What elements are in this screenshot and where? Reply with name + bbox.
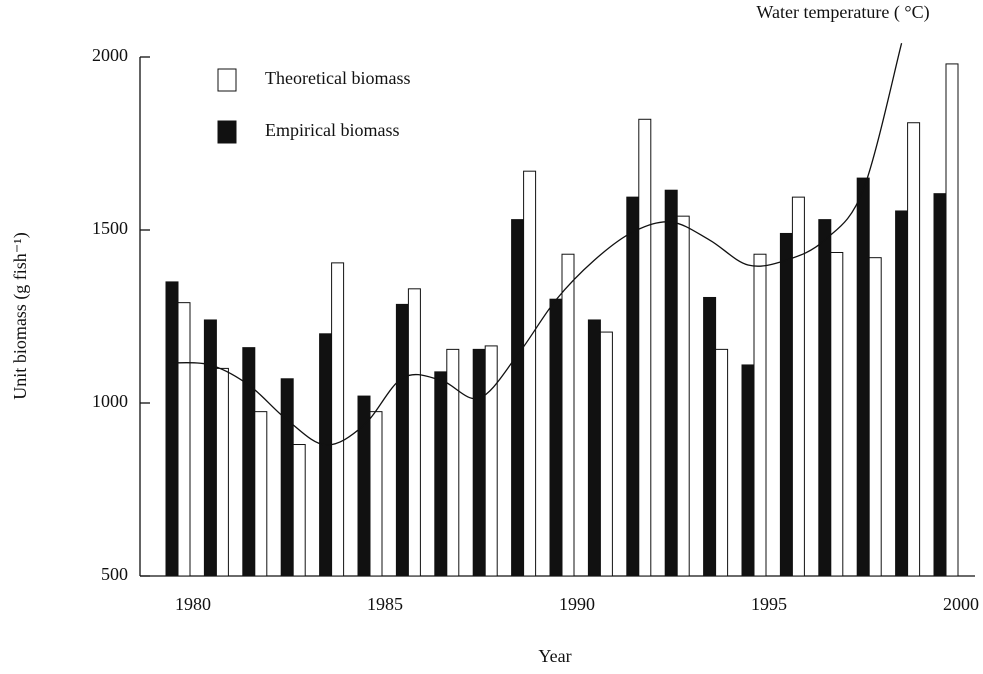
bar bbox=[587, 319, 601, 577]
bar bbox=[741, 364, 755, 577]
legend-label: Theoretical biomass bbox=[265, 68, 410, 88]
bar bbox=[945, 63, 959, 577]
y-axis-label: Unit biomass (g fish⁻¹) bbox=[10, 232, 31, 399]
bar bbox=[676, 215, 690, 577]
x-tick-label: 1980 bbox=[175, 594, 211, 614]
x-tick-label: 1990 bbox=[559, 594, 595, 614]
x-axis-label: Year bbox=[538, 646, 571, 666]
y-tick-label: 500 bbox=[101, 564, 128, 584]
x-tick-label: 1985 bbox=[367, 594, 403, 614]
bar bbox=[215, 367, 229, 577]
line-annotation: Water temperature ( °C) bbox=[756, 2, 929, 23]
bar bbox=[319, 333, 333, 577]
bar bbox=[599, 331, 613, 577]
bar bbox=[715, 348, 729, 577]
legend-swatch bbox=[217, 120, 237, 144]
bar bbox=[280, 378, 294, 577]
bar bbox=[830, 251, 844, 577]
temperature-line bbox=[171, 42, 903, 446]
bar bbox=[484, 345, 498, 577]
legend-swatch bbox=[217, 68, 237, 92]
bar bbox=[753, 253, 767, 577]
bar bbox=[895, 210, 909, 577]
y-tick-label: 1500 bbox=[92, 218, 128, 238]
bar bbox=[856, 177, 870, 577]
bar bbox=[626, 196, 640, 577]
y-tick-label: 1000 bbox=[92, 391, 128, 411]
x-tick-label: 1995 bbox=[751, 594, 787, 614]
y-tick-label: 2000 bbox=[92, 45, 128, 65]
bar bbox=[907, 122, 921, 577]
bar bbox=[703, 296, 717, 577]
bar bbox=[292, 444, 306, 577]
bar bbox=[407, 288, 421, 577]
bar bbox=[818, 219, 832, 577]
x-tick-label: 2000 bbox=[943, 594, 979, 614]
bar bbox=[357, 395, 371, 577]
bar bbox=[868, 257, 882, 577]
bar bbox=[664, 189, 678, 577]
bar bbox=[395, 303, 409, 577]
bar bbox=[472, 348, 486, 577]
bar bbox=[203, 319, 217, 577]
bar bbox=[549, 298, 563, 577]
bar bbox=[331, 262, 345, 577]
bar bbox=[254, 411, 268, 577]
bar bbox=[523, 170, 537, 577]
bar bbox=[933, 193, 947, 577]
bar bbox=[165, 281, 179, 577]
bar bbox=[511, 219, 525, 577]
bar bbox=[638, 118, 652, 577]
bar bbox=[434, 371, 448, 577]
bar bbox=[561, 253, 575, 577]
bar bbox=[177, 302, 191, 577]
bar bbox=[779, 232, 793, 577]
bar bbox=[369, 411, 383, 577]
bar bbox=[446, 348, 460, 577]
bar bbox=[791, 196, 805, 577]
legend-label: Empirical biomass bbox=[265, 120, 399, 140]
